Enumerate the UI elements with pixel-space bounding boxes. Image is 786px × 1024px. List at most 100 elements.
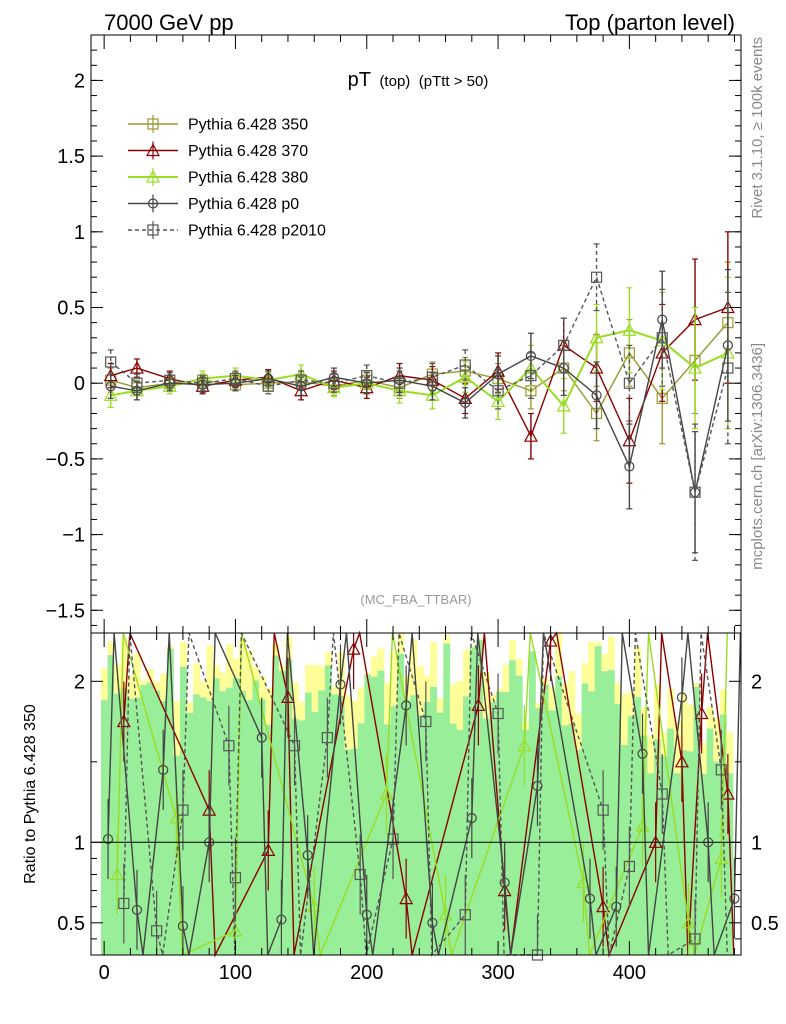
ratio-band-yellow [548, 686, 556, 711]
ratio-band-green [226, 687, 233, 955]
ratio-band-green [528, 651, 536, 955]
ratio-y-tick-label-right: 0.5 [751, 913, 779, 935]
ratio-band-green [673, 773, 681, 955]
data-point [262, 380, 274, 392]
ratio-data-point [354, 868, 366, 881]
legend-marker [147, 224, 159, 236]
ratio-band-yellow [621, 693, 628, 745]
main-y-tick-label: 2 [74, 70, 85, 92]
main-title: pT (top) (pTtt > 50) [348, 69, 489, 91]
data-point [590, 271, 603, 283]
ratio-data-point [597, 804, 609, 816]
ratio-data-point [729, 893, 740, 904]
ratio-band-green [377, 670, 385, 955]
main-series-group [103, 231, 735, 561]
ratio-band-green [700, 773, 707, 955]
ratio-band-yellow [180, 641, 187, 667]
series-3 [105, 269, 733, 554]
ratio-band-green [285, 659, 293, 955]
ratio-data-point [229, 872, 242, 884]
ratio-data-point [177, 920, 189, 932]
ratio-x-tick-label: 0 [99, 962, 110, 984]
ratio-band-yellow [469, 645, 477, 648]
ratio-band-yellow [443, 634, 451, 644]
data-point [492, 369, 504, 380]
ratio-y-tick-label: 2 [74, 671, 85, 693]
ratio-data-point [256, 732, 267, 743]
data-point [558, 339, 570, 351]
ratio-band-green [410, 695, 418, 955]
ratio-band-yellow [634, 646, 642, 698]
ratio-data-point [694, 706, 709, 720]
ratio-band-green [212, 678, 220, 955]
ratio-data-point [151, 925, 163, 937]
mcplots-label: mcplots.cern.ch [arXiv:1306.3436] [749, 343, 766, 570]
ratio-band-green [555, 676, 563, 955]
data-point [722, 362, 734, 374]
data-point [105, 356, 117, 368]
ratio-x-tick-label: 300 [481, 962, 514, 984]
ratio-data-point [346, 641, 361, 655]
legend-label: Pythia 6.428 370 [188, 143, 308, 160]
ratio-band-green [193, 694, 201, 955]
ratio-band-green [344, 749, 352, 955]
ratio-series-line [123, 632, 729, 957]
ratio-x-tick-label: 200 [350, 962, 383, 984]
ratio-band-green [423, 701, 431, 955]
ratio-band-green [482, 718, 490, 955]
legend-label: Pythia 6.428 380 [188, 170, 308, 187]
ratio-data-point [102, 833, 114, 845]
rivet-version-label: Rivet 3.1.10, ≥ 100k events [749, 37, 766, 219]
ratio-band-yellow [515, 658, 523, 676]
ratio-band-yellow [259, 676, 266, 700]
ratio-band-yellow [186, 702, 194, 713]
ratio-band-green [680, 750, 688, 955]
ratio-band-yellow [140, 680, 148, 685]
ratio-y-tick-label-right: 2 [751, 671, 762, 693]
ratio-band-green [436, 712, 444, 955]
ratio-band-green [278, 670, 286, 955]
data-point [589, 330, 604, 344]
legend-marker [145, 143, 161, 157]
ratio-x-ticks: 0 100 200 300 400 [99, 633, 735, 984]
data-point [105, 381, 116, 392]
ratio-band-green [713, 761, 721, 955]
ratio-data-point [401, 700, 412, 711]
ratio-band-green [634, 697, 642, 955]
ratio-band-yellow [252, 667, 260, 681]
ratio-data-point [499, 877, 510, 888]
ratio-band-green [430, 686, 438, 955]
ratio-band-green [575, 749, 582, 955]
data-point [523, 428, 538, 442]
data-point [197, 377, 209, 389]
ratio-band-yellow [706, 706, 714, 729]
ratio-band-green [640, 735, 648, 955]
legend-marker [145, 169, 161, 183]
ratio-band-yellow [272, 642, 280, 656]
ratio-band-yellow [305, 664, 312, 693]
data-point [556, 398, 571, 412]
ratio-data-point [674, 754, 689, 768]
ratio-data-point [223, 740, 235, 752]
ratio-band-green [627, 716, 635, 955]
data-point [657, 314, 668, 325]
ratio-band-green [535, 708, 543, 955]
title-cut: (pTtt > 50) [419, 73, 489, 90]
data-point [131, 385, 143, 396]
ratio-band-yellow [496, 688, 503, 692]
ratio-band-yellow [101, 668, 108, 701]
ratio-band-yellow [357, 687, 365, 724]
ratio-band-yellow [607, 636, 615, 671]
ratio-x-tick-label: 400 [613, 962, 646, 984]
ratio-band-green [166, 648, 174, 955]
ratio-band-green [232, 678, 240, 955]
ratio-band-yellow [436, 697, 444, 713]
ratio-band-yellow [364, 673, 372, 675]
series-1 [103, 231, 735, 484]
legend-label: Pythia 6.428 350 [188, 117, 308, 134]
ratio-band-yellow [700, 742, 707, 774]
ratio-band-green [298, 720, 306, 955]
ratio-band-yellow [298, 702, 306, 721]
ratio-series-group [102, 630, 742, 961]
ratio-band-green [186, 712, 194, 955]
